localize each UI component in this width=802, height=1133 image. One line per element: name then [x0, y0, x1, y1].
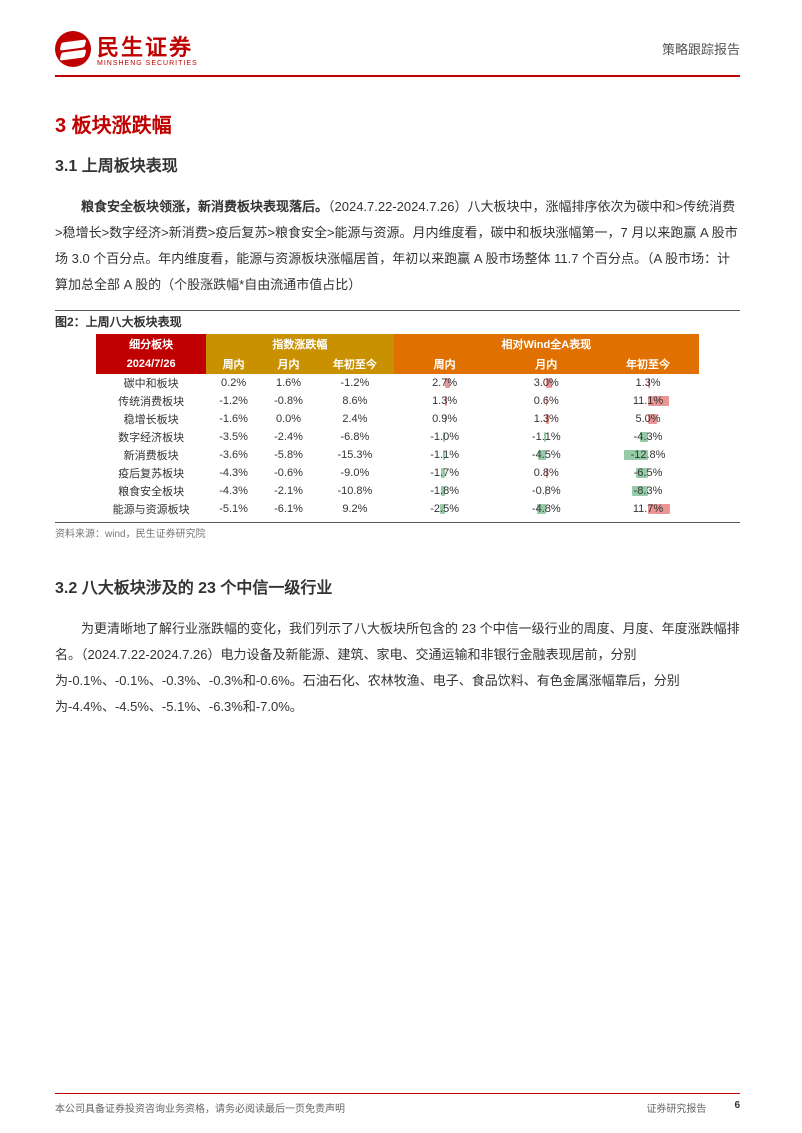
page-number: 6 — [734, 1100, 740, 1115]
cell-rel-wk: 1.3% — [394, 392, 496, 410]
figure-2-title: 图2：上周八大板块表现 — [55, 310, 740, 330]
cell-rel-mo: -1.1% — [495, 428, 597, 446]
cell-rel-mo: 0.6% — [495, 392, 597, 410]
th-sector: 细分板块 — [96, 334, 206, 354]
cell-idx-mo: -6.1% — [261, 500, 316, 518]
cell-rel-ytd: -4.3% — [597, 428, 699, 446]
page-header: 民生证券 MINSHENG SECURITIES 策略跟踪报告 — [55, 30, 740, 77]
th-idx-ytd: 年初至今 — [316, 354, 394, 374]
th-date: 2024/7/26 — [96, 354, 206, 374]
th-rel: 相对Wind全A表现 — [394, 334, 699, 354]
cell-idx-mo: 0.0% — [261, 410, 316, 428]
figure-2-source: 资料来源：wind，民生证券研究院 — [55, 522, 740, 540]
cell-rel-mo: -4.5% — [495, 446, 597, 464]
cell-rel-mo: -4.8% — [495, 500, 597, 518]
th-rel-wk: 周内 — [394, 354, 496, 374]
cell-rel-mo: 1.3% — [495, 410, 597, 428]
cell-rel-mo: -0.8% — [495, 482, 597, 500]
cell-idx-ytd: -9.0% — [316, 464, 394, 482]
cell-rel-wk: -1.1% — [394, 446, 496, 464]
cell-rel-ytd: 5.0% — [597, 410, 699, 428]
cell-idx-wk: 0.2% — [206, 374, 261, 392]
section-3-1-body: 粮食安全板块领涨，新消费板块表现落后。（2024.7.22-2024.7.26）… — [55, 194, 740, 298]
table-row: 稳增长板块-1.6%0.0%2.4%0.9%1.3%5.0% — [96, 410, 699, 428]
cell-idx-wk: -5.1% — [206, 500, 261, 518]
report-type: 策略跟踪报告 — [662, 39, 740, 58]
cell-rel-ytd: -6.5% — [597, 464, 699, 482]
th-rel-ytd: 年初至今 — [597, 354, 699, 374]
th-rel-mo: 月内 — [495, 354, 597, 374]
row-name: 疫后复苏板块 — [96, 464, 206, 482]
cell-idx-ytd: 8.6% — [316, 392, 394, 410]
page-footer: 本公司具备证券投资咨询业务资格，请务必阅读最后一页免责声明 证券研究报告 6 — [55, 1093, 740, 1115]
sector-performance-table: 细分板块 指数涨跌幅 相对Wind全A表现 2024/7/26 周内 月内 年初… — [96, 334, 699, 518]
cell-rel-mo: 0.8% — [495, 464, 597, 482]
cell-rel-wk: -1.0% — [394, 428, 496, 446]
cell-rel-wk: 0.9% — [394, 410, 496, 428]
th-idx-mo: 月内 — [261, 354, 316, 374]
cell-idx-wk: -1.2% — [206, 392, 261, 410]
cell-rel-ytd: -12.8% — [597, 446, 699, 464]
cell-rel-ytd: 11.1% — [597, 392, 699, 410]
row-name: 能源与资源板块 — [96, 500, 206, 518]
table-row: 疫后复苏板块-4.3%-0.6%-9.0%-1.7%0.8%-6.5% — [96, 464, 699, 482]
section-3-2-body: 为更清晰地了解行业涨跌幅的变化，我们列示了八大板块所包含的 23 个中信一级行业… — [55, 616, 740, 720]
cell-rel-wk: -1.7% — [394, 464, 496, 482]
cell-rel-mo: 3.0% — [495, 374, 597, 392]
row-name: 数字经济板块 — [96, 428, 206, 446]
row-name: 新消费板块 — [96, 446, 206, 464]
logo-text-en: MINSHENG SECURITIES — [97, 60, 198, 67]
cell-idx-mo: -2.4% — [261, 428, 316, 446]
row-name: 碳中和板块 — [96, 374, 206, 392]
table-row: 传统消费板块-1.2%-0.8%8.6%1.3%0.6%11.1% — [96, 392, 699, 410]
table-row: 数字经济板块-3.5%-2.4%-6.8%-1.0%-1.1%-4.3% — [96, 428, 699, 446]
logo-icon — [55, 31, 91, 67]
cell-idx-mo: -2.1% — [261, 482, 316, 500]
cell-idx-ytd: -10.8% — [316, 482, 394, 500]
section-3-1-lead: 粮食安全板块领涨，新消费板块表现落后。 — [81, 199, 328, 214]
row-name: 传统消费板块 — [96, 392, 206, 410]
section-3-2-title: 3.2 八大板块涉及的 23 个中信一级行业 — [55, 574, 740, 598]
cell-rel-wk: 2.7% — [394, 374, 496, 392]
cell-idx-ytd: -15.3% — [316, 446, 394, 464]
cell-idx-wk: -4.3% — [206, 482, 261, 500]
section-3-1-title: 3.1 上周板块表现 — [55, 152, 740, 176]
cell-idx-wk: -3.6% — [206, 446, 261, 464]
th-index: 指数涨跌幅 — [206, 334, 394, 354]
row-name: 稳增长板块 — [96, 410, 206, 428]
cell-idx-mo: -5.8% — [261, 446, 316, 464]
cell-rel-wk: -2.5% — [394, 500, 496, 518]
cell-idx-mo: -0.8% — [261, 392, 316, 410]
row-name: 粮食安全板块 — [96, 482, 206, 500]
footer-report-label: 证券研究报告 — [646, 1100, 706, 1115]
cell-idx-ytd: -1.2% — [316, 374, 394, 392]
cell-idx-wk: -1.6% — [206, 410, 261, 428]
cell-rel-ytd: -8.3% — [597, 482, 699, 500]
cell-idx-ytd: 2.4% — [316, 410, 394, 428]
table-row: 碳中和板块0.2%1.6%-1.2%2.7%3.0%1.3% — [96, 374, 699, 392]
cell-idx-mo: 1.6% — [261, 374, 316, 392]
table-row: 能源与资源板块-5.1%-6.1%9.2%-2.5%-4.8%11.7% — [96, 500, 699, 518]
cell-idx-wk: -4.3% — [206, 464, 261, 482]
footer-disclaimer: 本公司具备证券投资咨询业务资格，请务必阅读最后一页免责声明 — [55, 1100, 345, 1115]
cell-idx-mo: -0.6% — [261, 464, 316, 482]
cell-rel-ytd: 11.7% — [597, 500, 699, 518]
cell-idx-ytd: -6.8% — [316, 428, 394, 446]
logo-text-cn: 民生证券 — [97, 30, 198, 62]
cell-idx-wk: -3.5% — [206, 428, 261, 446]
section-3-title: 3 板块涨跌幅 — [55, 109, 740, 138]
table-row: 新消费板块-3.6%-5.8%-15.3%-1.1%-4.5%-12.8% — [96, 446, 699, 464]
cell-rel-wk: -1.8% — [394, 482, 496, 500]
cell-idx-ytd: 9.2% — [316, 500, 394, 518]
table-row: 粮食安全板块-4.3%-2.1%-10.8%-1.8%-0.8%-8.3% — [96, 482, 699, 500]
brand-logo: 民生证券 MINSHENG SECURITIES — [55, 30, 198, 67]
th-idx-wk: 周内 — [206, 354, 261, 374]
cell-rel-ytd: 1.3% — [597, 374, 699, 392]
